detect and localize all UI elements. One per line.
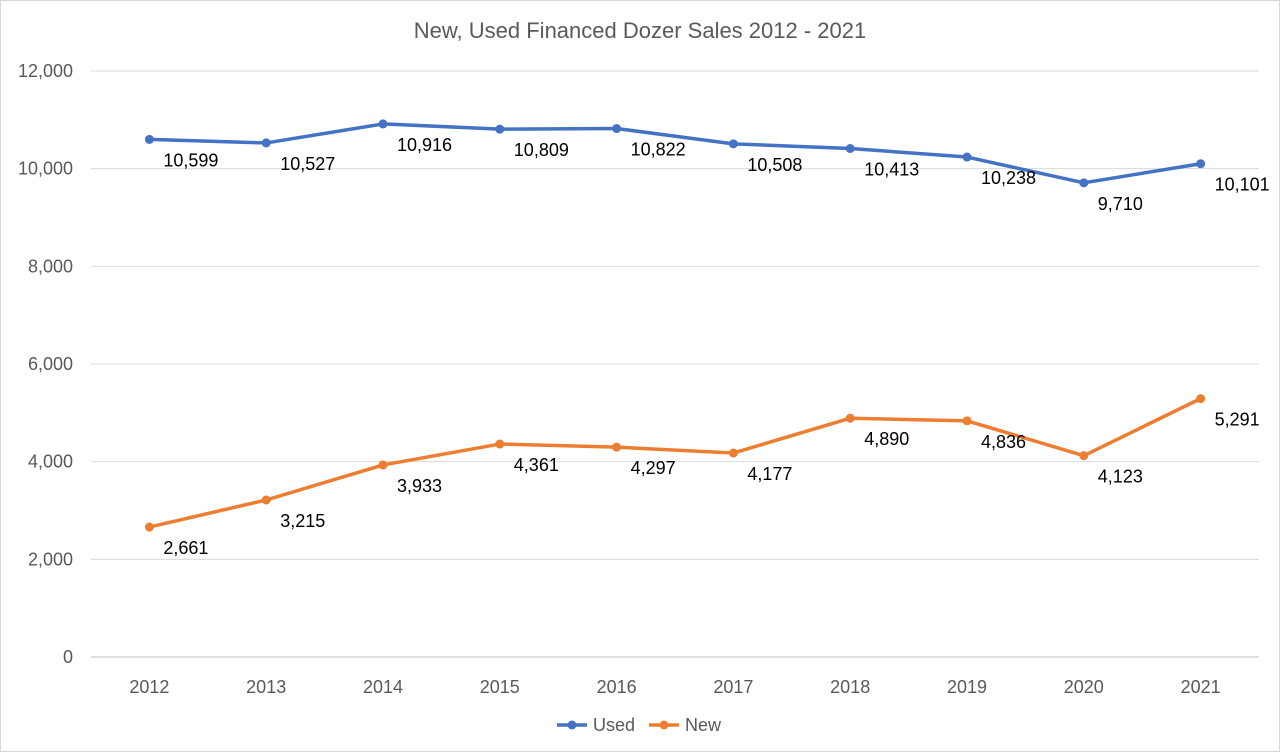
- data-point-new: [1079, 451, 1089, 461]
- data-point-new: [144, 522, 154, 532]
- x-tick-label: 2020: [1064, 677, 1104, 697]
- x-tick-label: 2014: [363, 677, 403, 697]
- data-label-new: 4,297: [631, 458, 676, 478]
- data-label-used: 10,809: [514, 140, 569, 160]
- data-label-used: 10,916: [397, 135, 452, 155]
- x-tick-label: 2018: [830, 677, 870, 697]
- data-point-used: [845, 143, 855, 153]
- legend-swatch-marker: [659, 720, 669, 730]
- x-tick-label: 2017: [713, 677, 753, 697]
- chart-title: New, Used Financed Dozer Sales 2012 - 20…: [414, 18, 866, 43]
- data-point-used: [495, 124, 505, 134]
- legend: Used New: [557, 715, 722, 735]
- data-label-new: 4,890: [864, 429, 909, 449]
- y-tick-label: 10,000: [18, 159, 73, 179]
- data-point-used: [378, 119, 388, 129]
- series-line-used: [147, 122, 1203, 185]
- data-labels: 10,599 10,527 10,916 10,809 10,822 10,508 10,4…: [163, 135, 1269, 558]
- data-point-used: [144, 134, 154, 144]
- data-label-new: 4,123: [1098, 467, 1143, 487]
- x-tick-label: 2015: [480, 677, 520, 697]
- series-layer: [144, 119, 1206, 532]
- data-label-new: 4,361: [514, 455, 559, 475]
- data-point-new: [495, 439, 505, 449]
- data-point-new: [261, 495, 271, 505]
- y-tick-label: 12,000: [18, 61, 73, 81]
- y-tick-label: 8,000: [28, 256, 73, 276]
- y-tick-label: 6,000: [28, 354, 73, 374]
- gridlines: [91, 70, 1259, 658]
- data-point-new: [845, 413, 855, 423]
- data-label-used: 9,710: [1098, 194, 1143, 214]
- x-axis-tick-labels: 2012 2013 2014 2015 2016 2017 2018 2019 2020 2021: [129, 677, 1220, 697]
- x-tick-label: 2021: [1181, 677, 1221, 697]
- legend-label: Used: [593, 715, 635, 735]
- data-point-used: [612, 124, 622, 134]
- y-tick-label: 2,000: [28, 549, 73, 569]
- x-tick-label: 2012: [129, 677, 169, 697]
- data-label-new: 3,933: [397, 476, 442, 496]
- data-point-used: [728, 139, 738, 149]
- y-tick-label: 0: [63, 647, 73, 667]
- data-label-new: 4,836: [981, 432, 1026, 452]
- data-label-used: 10,413: [864, 159, 919, 179]
- data-point-used: [1079, 178, 1089, 188]
- legend-item-new: New: [649, 715, 722, 735]
- data-label-new: 3,215: [280, 511, 325, 531]
- data-point-new: [962, 416, 972, 426]
- series-line-new: [147, 396, 1203, 529]
- data-point-new: [378, 460, 388, 470]
- data-label-used: 10,508: [747, 155, 802, 175]
- data-label-new: 2,661: [163, 538, 208, 558]
- data-label-used: 10,238: [981, 168, 1036, 188]
- y-tick-label: 4,000: [28, 452, 73, 472]
- data-label-new: 4,177: [747, 464, 792, 484]
- legend-item-used: Used: [557, 715, 635, 735]
- data-label-new: 5,291: [1215, 410, 1260, 430]
- data-point-used: [261, 138, 271, 148]
- legend-label: New: [685, 715, 722, 735]
- data-point-used: [962, 152, 972, 162]
- data-point-new: [728, 448, 738, 458]
- data-label-used: 10,822: [631, 140, 686, 160]
- data-point-new: [1196, 394, 1206, 404]
- data-point-new: [612, 442, 622, 452]
- data-label-used: 10,527: [280, 154, 335, 174]
- data-label-used: 10,101: [1215, 175, 1270, 195]
- x-tick-label: 2016: [597, 677, 637, 697]
- data-label-used: 10,599: [163, 150, 218, 170]
- x-tick-label: 2013: [246, 677, 286, 697]
- data-point-used: [1196, 159, 1206, 169]
- y-axis-tick-labels: 0 2,000 4,000 6,000 8,000 10,000 12,000: [18, 61, 73, 667]
- x-tick-label: 2019: [947, 677, 987, 697]
- legend-swatch-marker: [567, 720, 577, 730]
